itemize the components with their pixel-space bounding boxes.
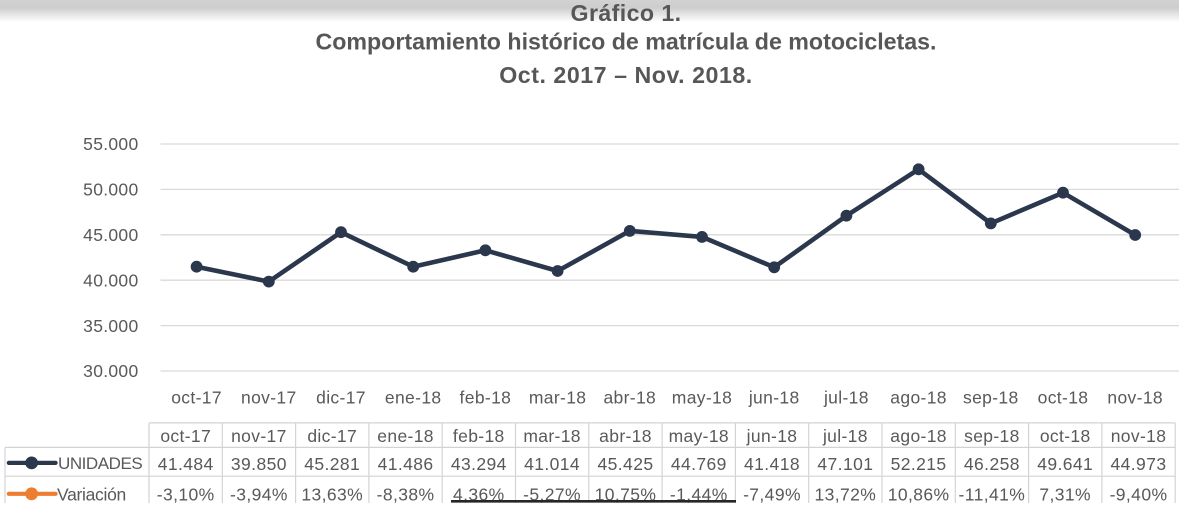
svg-text:Gráfico 1.: Gráfico 1. [571,0,682,26]
svg-text:ago-18: ago-18 [890,426,947,446]
svg-text:Variación: Variación [57,484,126,503]
svg-text:ene-18: ene-18 [377,426,434,446]
svg-text:-7,49%: -7,49% [743,484,801,503]
svg-text:41.486: 41.486 [378,454,434,474]
svg-text:nov-18: nov-18 [1111,426,1167,446]
svg-text:45.281: 45.281 [304,454,360,474]
svg-text:nov-18: nov-18 [1107,387,1163,407]
svg-text:-1,44%: -1,44% [670,484,728,503]
svg-text:may-18: may-18 [672,387,732,407]
svg-text:-8,38%: -8,38% [377,484,435,503]
svg-text:45.425: 45.425 [598,454,654,474]
svg-text:-3,94%: -3,94% [230,484,288,503]
svg-text:10,75%: 10,75% [595,484,657,503]
svg-text:41.484: 41.484 [158,454,214,474]
svg-text:44.769: 44.769 [671,454,727,474]
svg-text:49.641: 49.641 [1037,454,1093,474]
svg-text:oct-18: oct-18 [1040,426,1091,446]
svg-text:dic-17: dic-17 [307,426,357,446]
svg-text:-5,27%: -5,27% [523,484,581,503]
svg-text:oct-17: oct-17 [160,426,211,446]
svg-text:jun-18: jun-18 [748,387,800,407]
svg-text:may-18: may-18 [669,426,729,446]
svg-text:4,36%: 4,36% [453,484,505,503]
svg-text:Oct. 2017 – Nov. 2018.: Oct. 2017 – Nov. 2018. [499,62,753,88]
svg-text:55.000: 55.000 [83,134,138,154]
svg-text:-9,40%: -9,40% [1110,484,1168,503]
svg-text:52.215: 52.215 [891,454,947,474]
svg-text:50.000: 50.000 [83,180,138,200]
svg-text:sep-18: sep-18 [964,426,1020,446]
svg-text:41.418: 41.418 [744,454,800,474]
svg-text:ene-18: ene-18 [385,387,442,407]
svg-text:47.101: 47.101 [817,454,873,474]
svg-text:35.000: 35.000 [83,316,138,336]
svg-text:10,86%: 10,86% [888,484,950,503]
svg-text:30.000: 30.000 [83,361,138,381]
svg-text:nov-17: nov-17 [231,426,287,446]
svg-text:45.000: 45.000 [83,225,138,245]
svg-text:40.000: 40.000 [83,270,138,290]
svg-text:oct-17: oct-17 [171,387,222,407]
svg-text:sep-18: sep-18 [963,387,1019,407]
svg-text:39.850: 39.850 [231,454,287,474]
svg-text:abr-18: abr-18 [603,387,656,407]
svg-text:ago-18: ago-18 [890,387,947,407]
svg-text:feb-18: feb-18 [460,387,512,407]
svg-text:44.973: 44.973 [1111,454,1167,474]
svg-text:nov-17: nov-17 [241,387,297,407]
svg-text:mar-18: mar-18 [529,387,587,407]
svg-text:13,63%: 13,63% [301,484,363,503]
svg-text:jun-18: jun-18 [746,426,798,446]
svg-text:oct-18: oct-18 [1038,387,1089,407]
svg-text:UNIDADES: UNIDADES [58,454,142,473]
svg-text:jul-18: jul-18 [823,387,869,407]
svg-text:43.294: 43.294 [451,454,507,474]
svg-text:7,31%: 7,31% [1039,484,1091,503]
svg-text:mar-18: mar-18 [523,426,581,446]
svg-text:abr-18: abr-18 [599,426,652,446]
svg-text:13,72%: 13,72% [815,484,877,503]
svg-text:41.014: 41.014 [524,454,580,474]
svg-text:jul-18: jul-18 [822,426,868,446]
svg-text:dic-17: dic-17 [316,387,366,407]
svg-text:Comportamiento histórico de ma: Comportamiento histórico de matrícula de… [315,29,936,55]
svg-text:-11,41%: -11,41% [959,484,1026,503]
svg-text:-3,10%: -3,10% [157,484,215,503]
svg-text:46.258: 46.258 [964,454,1020,474]
svg-text:feb-18: feb-18 [453,426,505,446]
